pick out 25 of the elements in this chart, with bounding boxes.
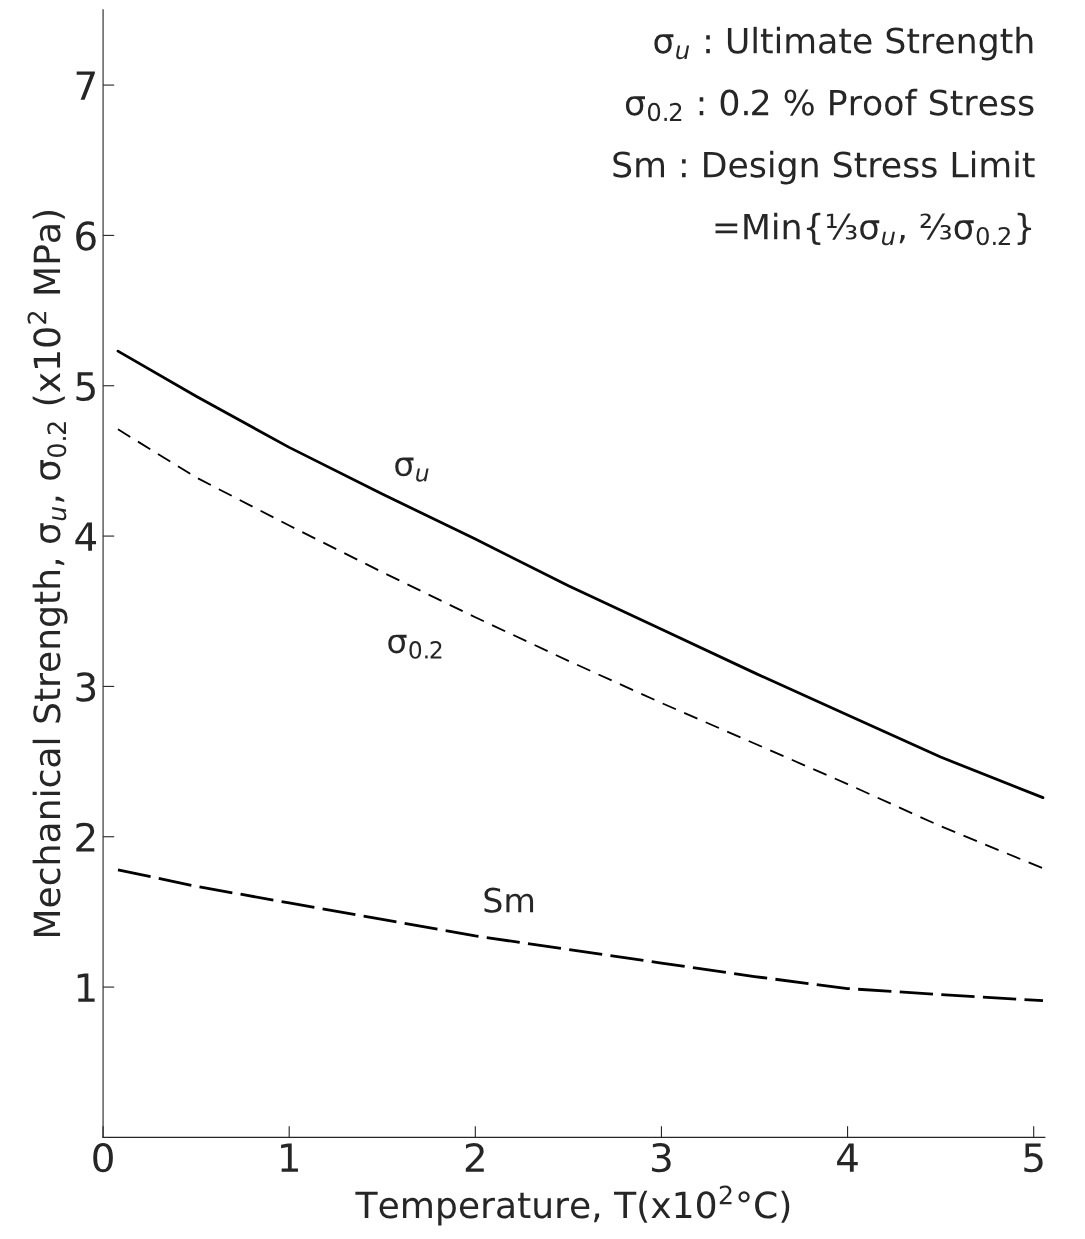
x-tick-label: 5 bbox=[1024, 1143, 1043, 1173]
x-tick-label: 0 bbox=[93, 1142, 113, 1173]
y-tick-label: 4 bbox=[75, 522, 97, 551]
annotation: σ$_{0.2}$ : 0.2 % Proof Stress bbox=[625, 88, 1034, 122]
series-label: σ$_{0.2}$ bbox=[388, 634, 442, 659]
y-tick-label: 3 bbox=[76, 672, 96, 702]
line-series bbox=[116, 349, 1045, 800]
y-tick-label: 2 bbox=[76, 822, 95, 852]
x-tick-label: 1 bbox=[281, 1143, 298, 1172]
y-tick-label: 6 bbox=[76, 221, 96, 251]
x-tick-label: 2 bbox=[465, 1142, 484, 1172]
series-label: σ$_{u}$ bbox=[395, 457, 429, 482]
y-axis-title: Mechanical Strength, σ$_{u}$, σ$_{0.2}$ (x10$^{2}$ MPa) bbox=[27, 210, 68, 937]
line-series bbox=[116, 868, 1045, 1002]
series-label: Sm bbox=[484, 887, 534, 913]
annotation: σ$_{u}$ : Ultimate Strength bbox=[654, 26, 1033, 61]
x-axis-title: Temperature, T(x10$^{2}$°C) bbox=[355, 1185, 790, 1226]
y-tick-label: 1 bbox=[77, 973, 95, 1002]
annotation: =Min{⅓σ$_{u}$, ⅔σ$_{0.2}$} bbox=[715, 212, 1032, 246]
x-tick-label: 4 bbox=[837, 1143, 858, 1172]
y-tick-label: 5 bbox=[76, 372, 95, 402]
y-tick-label: 7 bbox=[76, 71, 95, 100]
annotation: Sm : Design Stress Limit bbox=[613, 150, 1035, 185]
x-tick-label: 3 bbox=[652, 1142, 671, 1173]
line-series bbox=[117, 428, 1044, 870]
